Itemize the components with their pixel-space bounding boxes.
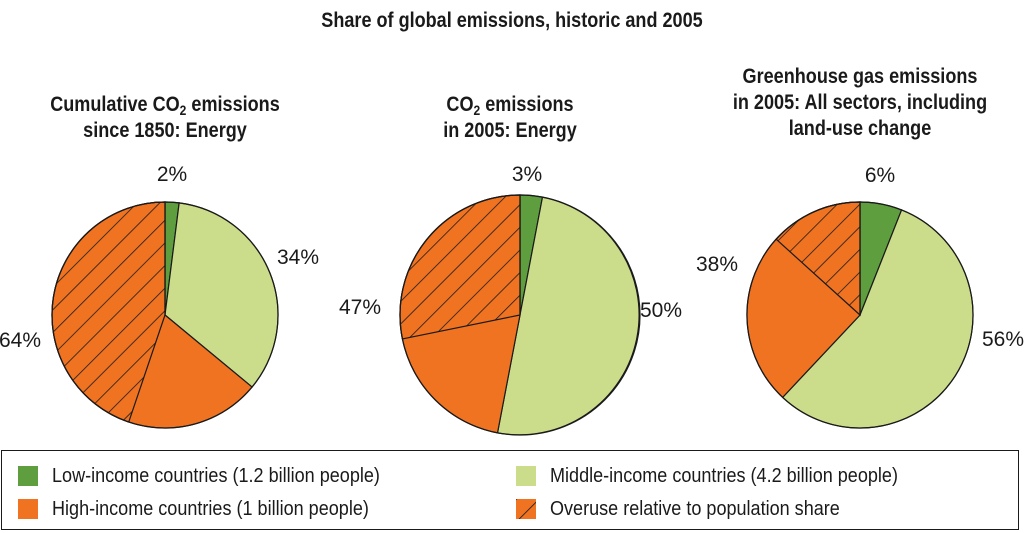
slice-label-middle: 34% bbox=[277, 246, 319, 269]
legend-item-low: Low-income countries (1.2 billion people… bbox=[18, 462, 425, 490]
pie-title-line: in 2005: Energy bbox=[443, 119, 577, 142]
legend-swatch-high bbox=[18, 499, 38, 519]
legend-label: Middle-income countries (4.2 billion peo… bbox=[550, 464, 898, 487]
chart-title: Share of global emissions, historic and … bbox=[321, 9, 703, 32]
pie-outline bbox=[51, 201, 279, 429]
slice-label-high: 38% bbox=[696, 253, 738, 276]
pie-outline bbox=[746, 201, 974, 429]
legend-label: Overuse relative to population share bbox=[550, 497, 840, 520]
pie-slice-overuse-hatch bbox=[399, 194, 521, 340]
legend: Low-income countries (1.2 billion people… bbox=[1, 450, 1019, 530]
legend-label: Low-income countries (1.2 billion people… bbox=[52, 464, 380, 487]
pie-title-line: in 2005: All sectors, including bbox=[732, 91, 988, 114]
pie-title-cumulative: Cumulative CO2 emissions since 1850: Ene… bbox=[23, 92, 307, 144]
legend-swatch-overuse bbox=[516, 499, 536, 519]
pie-title-ghg: Greenhouse gas emissions in 2005: All se… bbox=[705, 64, 1015, 142]
pie-title-line: Greenhouse gas emissions bbox=[742, 65, 978, 88]
slice-label-high: 64% bbox=[0, 329, 41, 352]
pie-title-line: since 1850: Energy bbox=[83, 119, 247, 142]
slice-label-low: 6% bbox=[865, 164, 895, 187]
legend-item-high: High-income countries (1 billion people) bbox=[18, 495, 412, 523]
pie-chart: 3% 50% 47% bbox=[339, 163, 682, 436]
pie-title-line: land-use change bbox=[788, 117, 932, 140]
legend-label: High-income countries (1 billion people) bbox=[52, 497, 369, 520]
legend-item-overuse: Overuse relative to population share bbox=[516, 495, 879, 523]
slice-label-middle: 56% bbox=[982, 328, 1024, 351]
pie-charts: 2% 34% 64% 3% 50% 47% 6% 56% 38% bbox=[0, 163, 1024, 436]
slice-label-middle: 50% bbox=[640, 299, 682, 322]
pie-title-line: Cumulative CO2 emissions bbox=[50, 93, 280, 118]
legend-swatch-middle bbox=[516, 466, 536, 486]
legend-item-middle: Middle-income countries (4.2 billion peo… bbox=[516, 462, 945, 490]
pie-chart: 2% 34% 64% bbox=[0, 163, 319, 429]
slice-label-high: 47% bbox=[339, 296, 381, 319]
legend-swatch-low bbox=[18, 466, 38, 486]
pie-title-line: CO2 emissions bbox=[446, 93, 574, 118]
pie-outline bbox=[399, 194, 641, 436]
slice-label-low: 2% bbox=[157, 163, 187, 186]
slice-label-low: 3% bbox=[512, 163, 542, 186]
pie-title-2005-energy: CO2 emissions in 2005: Energy bbox=[394, 92, 626, 144]
pie-chart: 6% 56% 38% bbox=[696, 164, 1024, 429]
